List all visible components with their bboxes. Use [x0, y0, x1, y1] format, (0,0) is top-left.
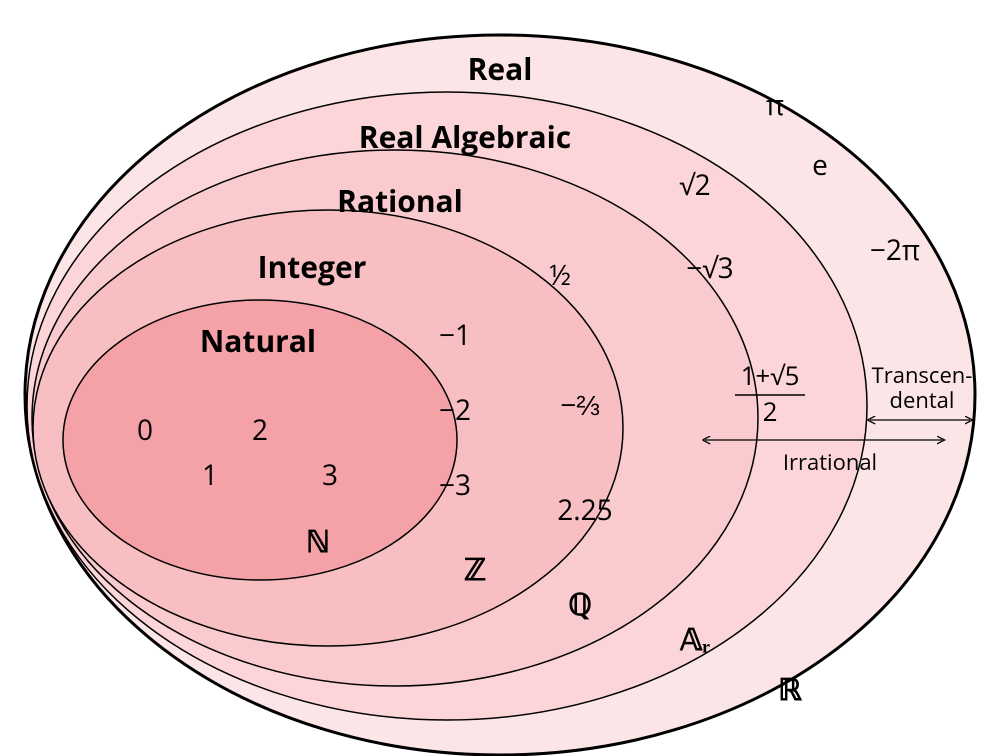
example-integer-2: −3	[439, 466, 471, 504]
symbol-algebraic: 𝔸ᵣ	[679, 624, 710, 657]
example-algebraic-1: −√3	[686, 249, 733, 287]
example-natural-3: 3	[322, 456, 338, 494]
example-rational-2: 2.25	[557, 491, 612, 529]
example-real-1: e	[812, 146, 828, 184]
example-real-2: −2π	[870, 231, 920, 269]
label-algebraic: Real Algebraic	[359, 116, 571, 157]
example-algebraic-2-num: 1+√5	[741, 357, 800, 393]
transcendental-label-2: dental	[890, 385, 955, 415]
example-natural-0: 0	[137, 411, 153, 449]
example-natural-1: 1	[202, 456, 218, 494]
label-integer: Integer	[258, 246, 367, 287]
example-rational-1: −⅔	[560, 386, 599, 424]
symbol-integer: ℤ	[464, 554, 486, 587]
label-rational: Rational	[337, 180, 463, 221]
example-rational-0: ½	[549, 256, 571, 294]
symbol-real: ℝ	[778, 674, 803, 707]
irrational-label: Irrational	[783, 447, 877, 477]
example-real-0: π	[766, 86, 784, 124]
example-natural-2: 2	[252, 411, 268, 449]
example-algebraic-0: √2	[679, 166, 710, 204]
label-natural: Natural	[200, 320, 316, 361]
example-integer-1: −2	[439, 391, 471, 429]
label-real: Real	[468, 48, 533, 89]
symbol-natural: ℕ	[306, 526, 330, 559]
example-integer-0: −1	[439, 316, 471, 354]
symbol-rational: ℚ	[568, 589, 592, 622]
example-algebraic-2-den: 2	[763, 393, 778, 429]
